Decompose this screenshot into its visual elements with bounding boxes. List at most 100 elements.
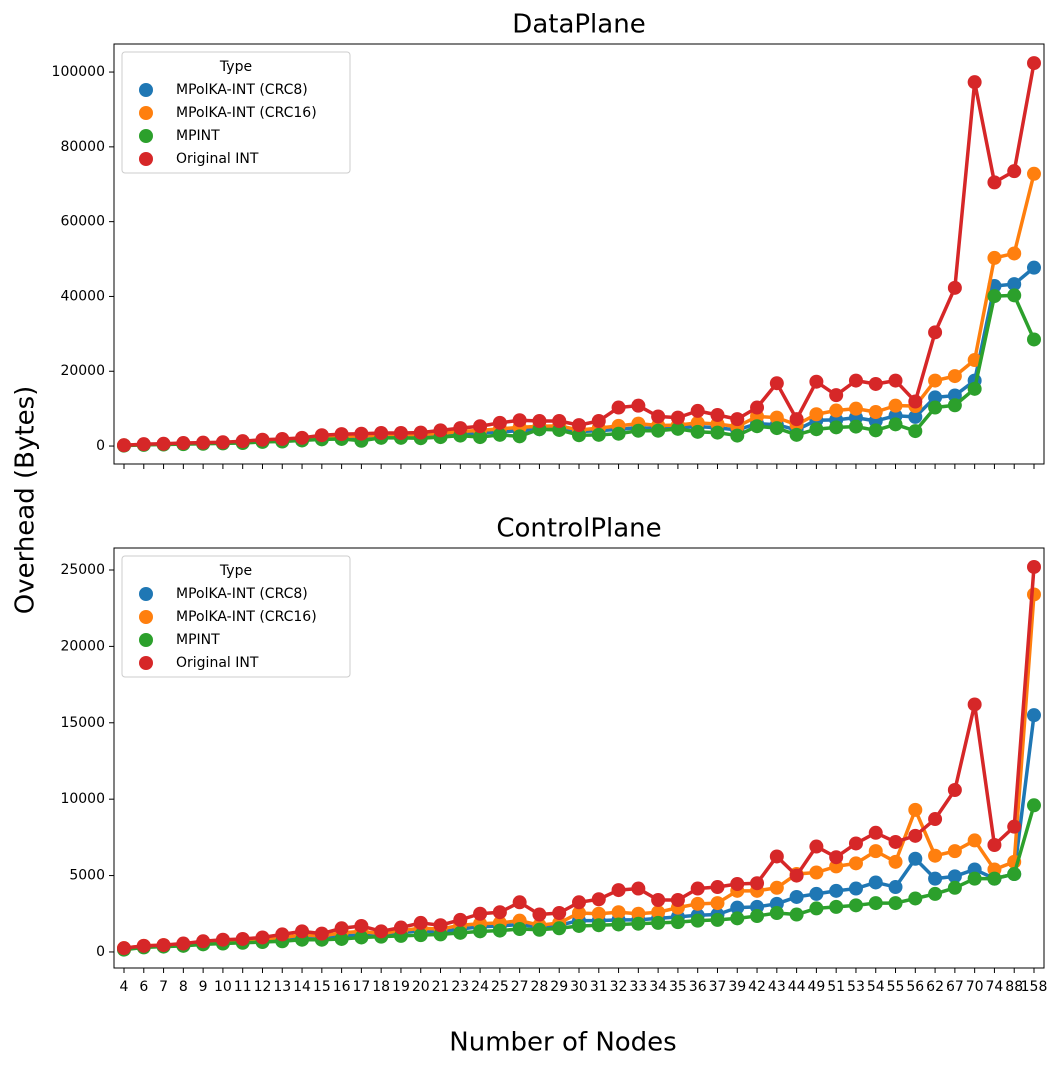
x-tick-label: 4: [120, 979, 129, 995]
data-point: [374, 425, 389, 440]
y-tick-label: 10000: [60, 791, 105, 807]
x-tick-label: 15: [313, 979, 331, 995]
data-point: [809, 839, 824, 854]
y-tick-label: 0: [96, 944, 105, 960]
x-tick-label: 17: [352, 979, 370, 995]
legend-title: Type: [219, 59, 252, 75]
data-point: [1027, 559, 1041, 574]
data-point: [928, 373, 943, 388]
data-point: [848, 881, 863, 896]
data-point: [967, 871, 982, 886]
y-tick-label: 25000: [60, 562, 105, 578]
data-point: [374, 924, 389, 939]
data-point: [136, 437, 151, 452]
chart-title: DataPlane: [512, 10, 645, 40]
data-point: [730, 911, 745, 926]
data-point: [829, 883, 844, 898]
data-point: [987, 250, 1002, 265]
data-point: [611, 917, 626, 932]
data-point: [235, 931, 250, 946]
data-point: [1027, 260, 1041, 275]
data-point: [156, 938, 171, 953]
x-tick-label: 49: [807, 979, 825, 995]
data-point: [928, 812, 943, 827]
data-point: [1007, 288, 1022, 303]
x-tick-label: 7: [159, 979, 168, 995]
data-point: [611, 905, 626, 920]
data-point: [651, 409, 666, 424]
data-point: [117, 941, 131, 956]
data-point: [769, 849, 784, 864]
data-point: [512, 922, 527, 937]
data-point: [710, 880, 725, 895]
data-point: [591, 427, 606, 442]
legend-marker: [139, 129, 153, 143]
data-point: [987, 289, 1002, 304]
x-tick-label: 25: [491, 979, 509, 995]
data-point: [473, 906, 488, 921]
legend-marker: [139, 633, 153, 647]
data-point: [769, 410, 784, 425]
x-tick-label: 70: [966, 979, 984, 995]
x-tick-label: 11: [234, 979, 252, 995]
data-point: [512, 429, 527, 444]
data-point: [947, 783, 962, 798]
plot-frame: [113, 547, 1045, 969]
data-point: [631, 398, 646, 413]
legend-marker: [139, 656, 153, 670]
legend-marker: [139, 610, 153, 624]
data-point: [848, 898, 863, 913]
data-point: [967, 353, 982, 368]
x-tick-label: 19: [392, 979, 410, 995]
data-point: [156, 436, 171, 451]
data-point: [611, 426, 626, 441]
data-point: [888, 880, 903, 895]
data-point: [1007, 246, 1022, 261]
data-point: [433, 918, 448, 933]
data-point: [908, 851, 923, 866]
data-point: [710, 425, 725, 440]
data-point: [295, 430, 310, 445]
data-point: [591, 918, 606, 933]
chart-title: ControlPlane: [496, 514, 661, 544]
data-point: [552, 413, 567, 428]
data-point: [829, 388, 844, 403]
x-tick-label: 51: [827, 979, 845, 995]
legend-label: MPolKA-INT (CRC8): [176, 586, 308, 602]
data-point: [809, 865, 824, 880]
data-point: [789, 412, 804, 427]
data-point: [750, 400, 765, 415]
data-point: [789, 427, 804, 442]
data-point: [928, 390, 943, 405]
data-point: [868, 405, 883, 420]
data-point: [809, 422, 824, 437]
data-point: [631, 881, 646, 896]
data-point: [354, 426, 369, 441]
x-tick-label: 54: [867, 979, 885, 995]
data-point: [1027, 332, 1041, 347]
data-point: [947, 844, 962, 859]
data-point: [473, 430, 488, 445]
y-tick-label: 15000: [60, 715, 105, 731]
data-point: [987, 838, 1002, 853]
legend-marker: [139, 152, 153, 166]
data-point: [750, 876, 765, 891]
data-point: [453, 925, 468, 940]
y-tick-label: 40000: [60, 288, 105, 304]
data-point: [196, 934, 211, 949]
data-point: [572, 918, 586, 933]
data-point: [670, 421, 685, 436]
x-tick-label: 44: [788, 979, 806, 995]
data-point: [829, 899, 844, 914]
x-tick-label: 10: [214, 979, 232, 995]
legend-label: MPolKA-INT (CRC16): [176, 609, 317, 625]
x-tick-label: 34: [649, 979, 667, 995]
data-point: [334, 931, 349, 946]
data-point: [868, 825, 883, 840]
data-point: [809, 374, 824, 389]
data-point: [868, 896, 883, 911]
legend-marker: [139, 106, 153, 120]
data-point: [789, 907, 804, 922]
legend-label: MPINT: [176, 128, 220, 144]
x-tick-label: 33: [629, 979, 647, 995]
